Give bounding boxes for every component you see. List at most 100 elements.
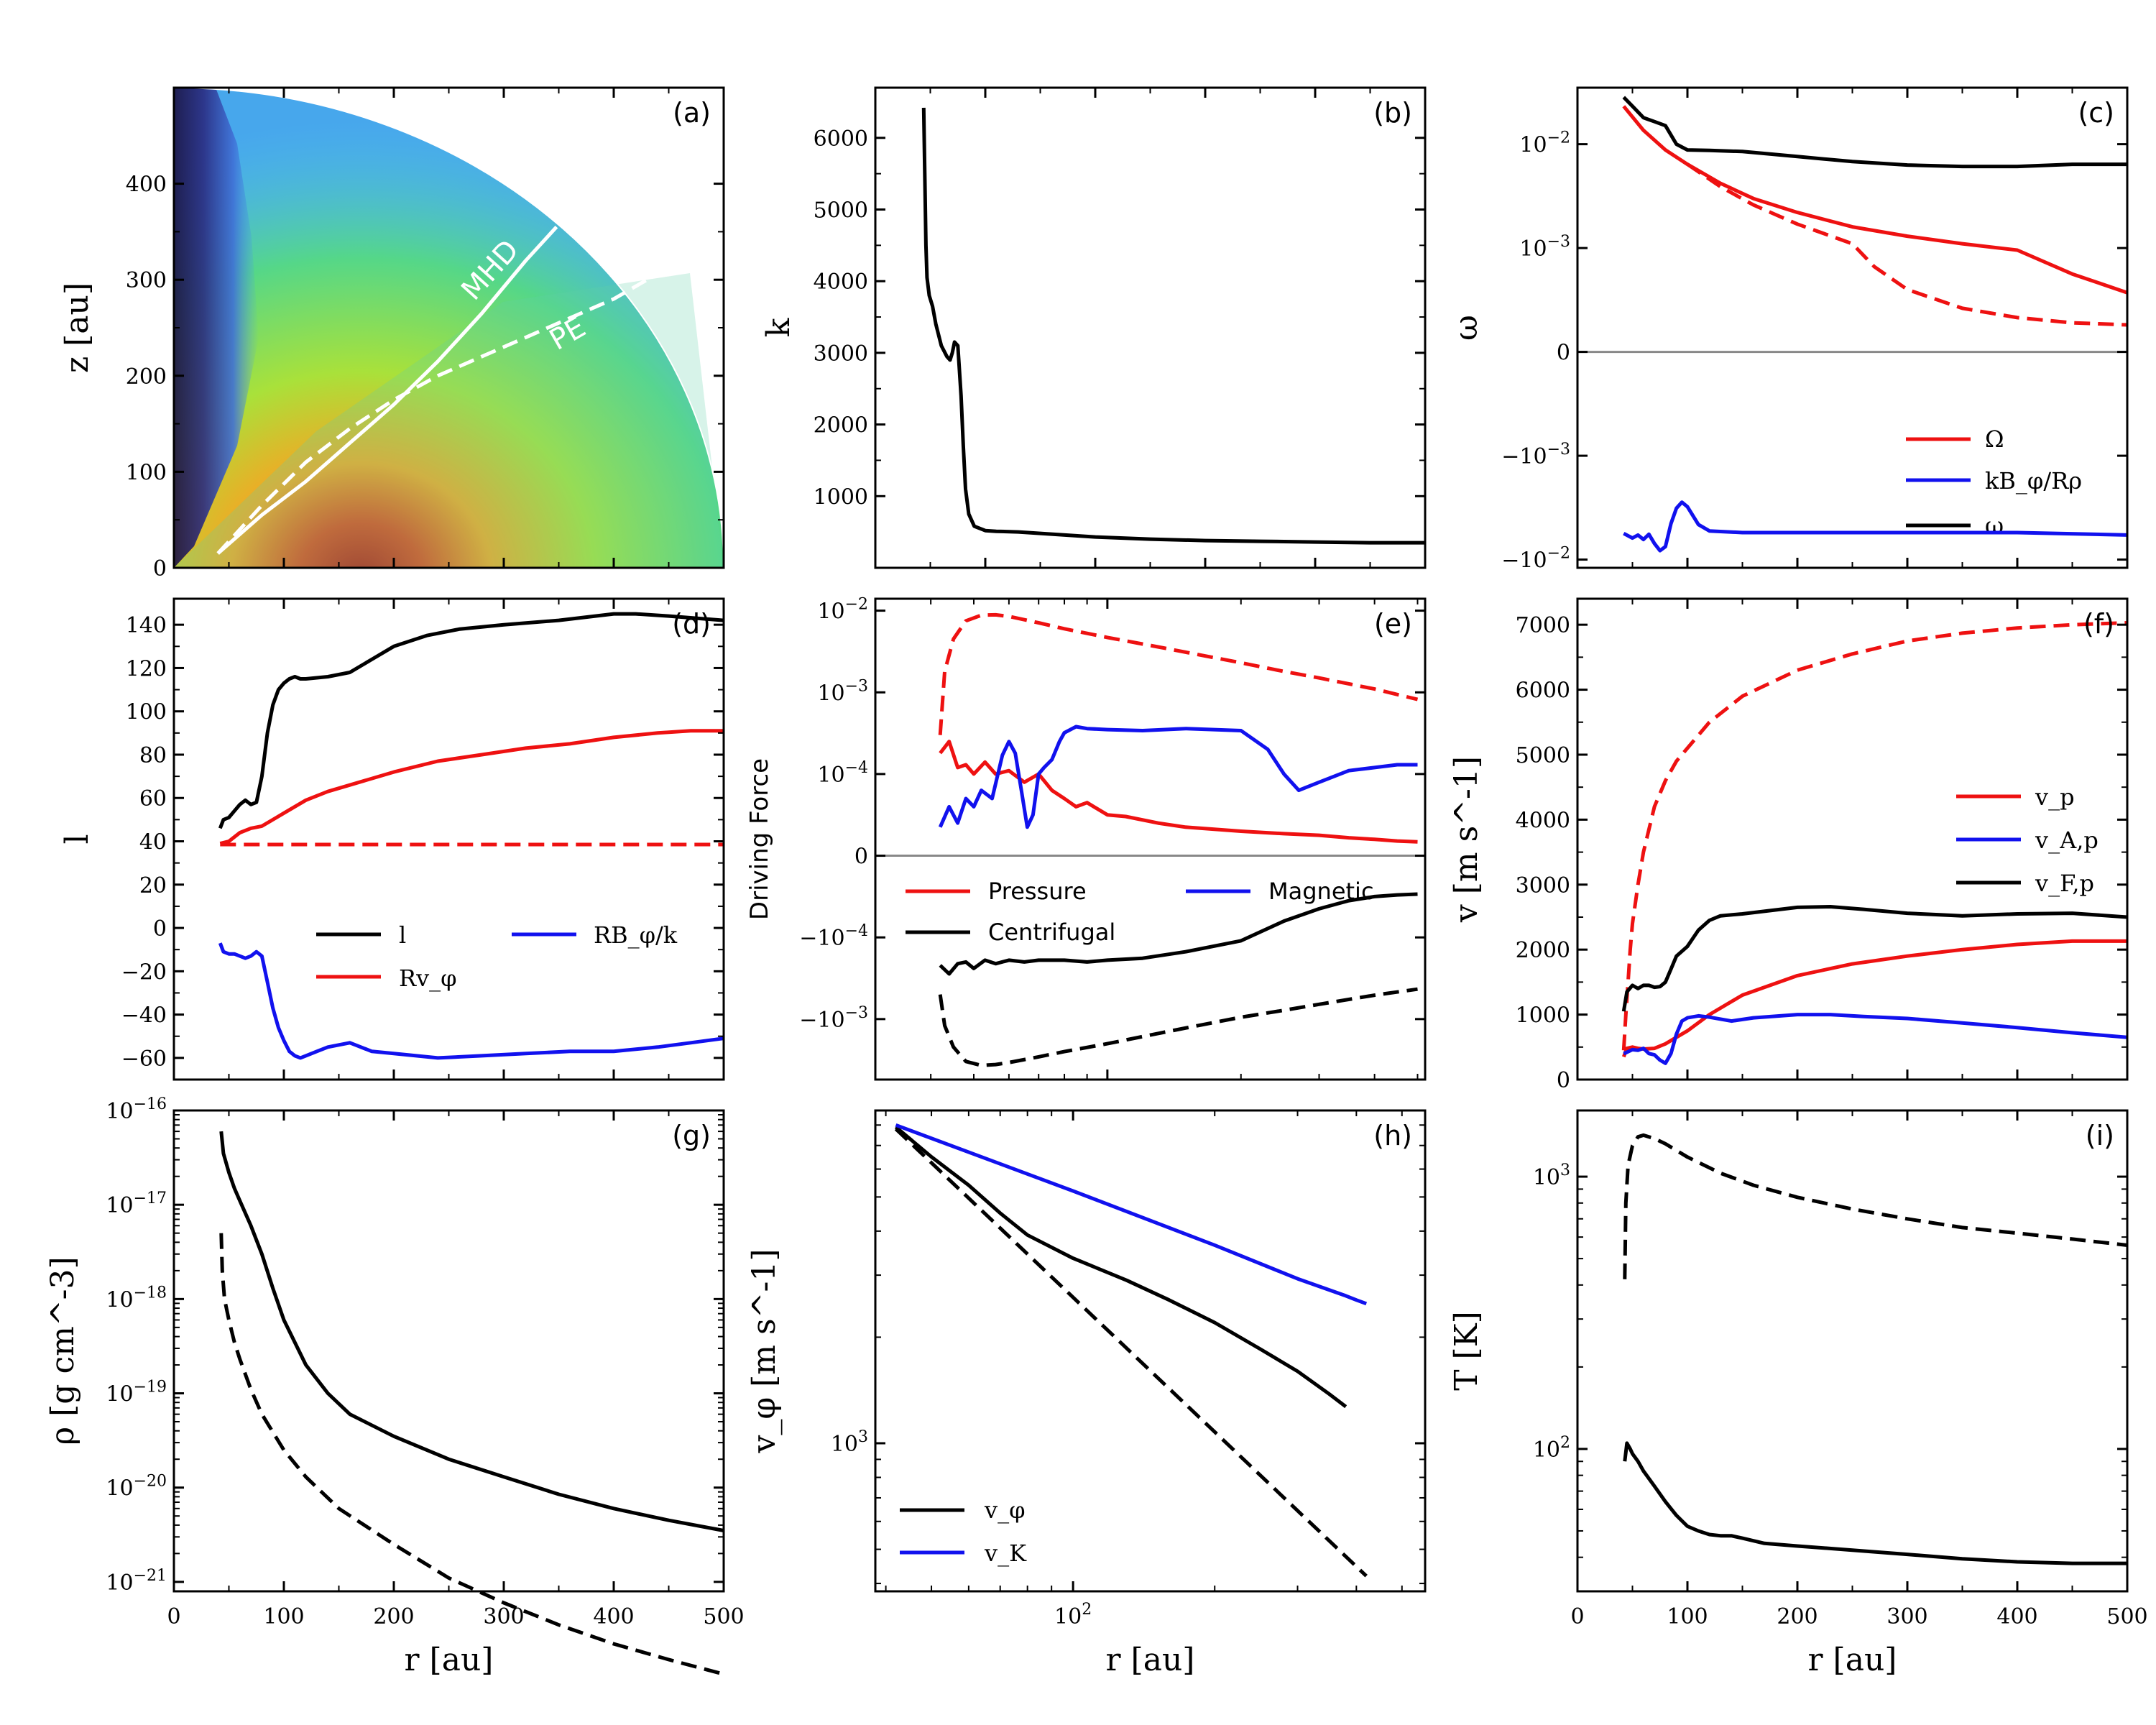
y-tick-label-c-4: −10−2 xyxy=(1501,545,1570,574)
series-d-1 xyxy=(219,729,724,845)
y-tick-label-b-3: 4000 xyxy=(814,270,868,295)
y-tick-label-i-0: 103 xyxy=(1533,1162,1570,1190)
y-tick-label-f-5: 5000 xyxy=(1516,743,1570,768)
legend-f-label-vap: v_A,p xyxy=(2035,827,2099,854)
x-tick-label-i-0: 0 xyxy=(1570,1604,1584,1629)
y-tick-label-a-2: 200 xyxy=(126,364,167,390)
x-tick-label-g-5: 500 xyxy=(703,1604,744,1629)
y-tick-label-e-0: 10−2 xyxy=(817,596,868,625)
y-tick-label-a-3: 300 xyxy=(126,268,167,293)
legend-f-label-vfp: v_F,p xyxy=(2035,870,2094,897)
legend-e-label-pressure: Pressure xyxy=(988,878,1087,905)
y-tick-label-c-3: −10−3 xyxy=(1501,441,1570,469)
legend-d-label-l: l xyxy=(399,921,406,949)
legend-c-label-small-omega: ω xyxy=(1985,512,2004,539)
x-tick-label-g-1: 100 xyxy=(263,1604,304,1629)
series-f-3 xyxy=(1621,905,2128,1012)
y-tick-label-d-3: 0 xyxy=(153,916,167,942)
y-tick-label-g-0: 10−16 xyxy=(106,1095,167,1124)
series-e-0 xyxy=(939,740,1418,844)
x-axis-title-i: r [au] xyxy=(1808,1642,1897,1678)
panel-a-density-map: MHD PE xyxy=(173,87,724,569)
legend-e: Pressure Magnetic Centrifugal xyxy=(906,878,1374,946)
y-tick-label-d-10: 140 xyxy=(126,613,167,638)
panel-i: 0 100 200 300 400 500 103 102 (i) T [K] r [au] xyxy=(1448,1109,2148,1678)
axes-frame-b xyxy=(874,86,1427,569)
legend-d-label-rbk: RB_φ/k xyxy=(594,921,678,949)
y-axis-title-c: ω xyxy=(1448,315,1485,341)
panel-a: 0 100 200 300 400 (a) z [au] xyxy=(59,86,725,581)
series-g-0 xyxy=(219,1131,724,1532)
density-map-image xyxy=(174,88,724,568)
y-axis-title-d: l xyxy=(59,834,96,844)
series-g-1 xyxy=(219,1233,724,1676)
y-tick-label-a-4: 400 xyxy=(126,172,167,198)
y-tick-label-d-1: −40 xyxy=(121,1003,167,1029)
y-tick-label-g-1: 10−17 xyxy=(106,1190,167,1218)
x-tick-label-i-3: 300 xyxy=(1886,1604,1927,1629)
x-tick-label-g-2: 200 xyxy=(373,1604,414,1629)
series-c-0 xyxy=(1622,105,2128,295)
y-tick-label-d-8: 100 xyxy=(126,700,167,725)
x-axis-title-h: r [au] xyxy=(1106,1642,1195,1678)
y-tick-label-i-1: 102 xyxy=(1533,1434,1570,1463)
legend-h-label-vk: v_K xyxy=(984,1540,1027,1567)
y-tick-label-c-2: 0 xyxy=(1557,341,1570,366)
y-tick-label-g-5: 10−21 xyxy=(106,1567,167,1596)
y-tick-label-d-2: −20 xyxy=(121,960,167,985)
series-d-0 xyxy=(218,612,724,829)
series-f-1 xyxy=(1621,621,2128,1051)
panel-tag-e: (e) xyxy=(1374,608,1412,640)
panel-g: 0 100 200 300 400 500 10−16 10−17 10−18 10−19 10−2… xyxy=(45,1095,745,1678)
panel-tag-g: (g) xyxy=(672,1120,711,1151)
y-tick-label-f-6: 6000 xyxy=(1516,678,1570,704)
series-b-0 xyxy=(921,107,1425,545)
y-axis-title-f: v [m s^-1] xyxy=(1448,756,1485,923)
series-c-1 xyxy=(1686,162,2128,327)
y-tick-label-d-6: 60 xyxy=(139,786,167,811)
y-tick-label-b-2: 3000 xyxy=(814,341,868,367)
y-tick-label-b-1: 2000 xyxy=(814,413,868,438)
y-tick-label-g-3: 10−19 xyxy=(106,1379,167,1407)
panel-e: 10−2 10−3 10−4 0 −10−4 −10−3 (e) Driving Force xyxy=(745,596,1427,1081)
y-tick-label-a-0: 0 xyxy=(153,556,167,581)
series-e-3 xyxy=(939,892,1418,976)
y-tick-label-d-4: 20 xyxy=(139,873,167,898)
series-f-0 xyxy=(1621,939,2127,1058)
panel-h: 102 103 (h) v_φ [m s^-1] r [au] xyxy=(746,1109,1427,1678)
series-e-1 xyxy=(938,612,1419,735)
panel-d: −60 −40 −20 0 20 40 60 80 100 120 140 (d) l xyxy=(59,597,725,1081)
series-a-1 xyxy=(216,273,657,555)
y-tick-label-f-4: 4000 xyxy=(1516,808,1570,833)
panel-tag-a: (a) xyxy=(673,97,711,129)
panel-tag-b: (b) xyxy=(1373,97,1412,129)
axes-frame-i xyxy=(1576,1109,2129,1593)
y-tick-label-b-5: 6000 xyxy=(814,126,868,152)
legend-c-label-omega: Ω xyxy=(1985,426,2004,453)
series-h-0 xyxy=(894,1126,1348,1409)
legend-h-label-vphi: v_φ xyxy=(984,1496,1025,1524)
panel-tag-c: (c) xyxy=(2078,97,2114,129)
y-tick-label-f-1: 1000 xyxy=(1516,1003,1570,1029)
y-tick-label-g-2: 10−18 xyxy=(106,1284,167,1312)
panel-c: 10−2 10−3 0 −10−3 −10−2 (c) ω xyxy=(1448,86,2129,574)
legend-c: Ω kB_φ/Rρ ω xyxy=(1906,426,2082,539)
y-tick-label-h-0: 103 xyxy=(831,1428,868,1457)
y-tick-label-e-4: −10−4 xyxy=(799,922,868,951)
panel-tag-f: (f) xyxy=(2083,608,2114,640)
series-i-1 xyxy=(1623,1133,2128,1279)
x-tick-label-i-5: 500 xyxy=(2106,1604,2147,1629)
y-tick-label-g-4: 10−20 xyxy=(106,1473,167,1501)
y-axis-title-g: ρ [g cm^-3] xyxy=(45,1256,81,1445)
x-tick-label-g-0: 0 xyxy=(167,1604,180,1629)
axes-frame-h xyxy=(874,1109,1427,1593)
series-a-0 xyxy=(216,226,558,555)
series-i-0 xyxy=(1623,1441,2127,1565)
y-tick-label-f-0: 0 xyxy=(1557,1068,1570,1093)
panel-tag-d: (d) xyxy=(672,608,711,640)
series-e-2 xyxy=(938,724,1418,829)
y-tick-label-e-5: −10−3 xyxy=(799,1004,868,1033)
legend-d-label-rv: Rv_φ xyxy=(399,965,457,992)
y-tick-label-b-0: 1000 xyxy=(814,484,868,510)
panel-b: 1000 2000 3000 4000 5000 6000 (b) k xyxy=(760,86,1427,569)
